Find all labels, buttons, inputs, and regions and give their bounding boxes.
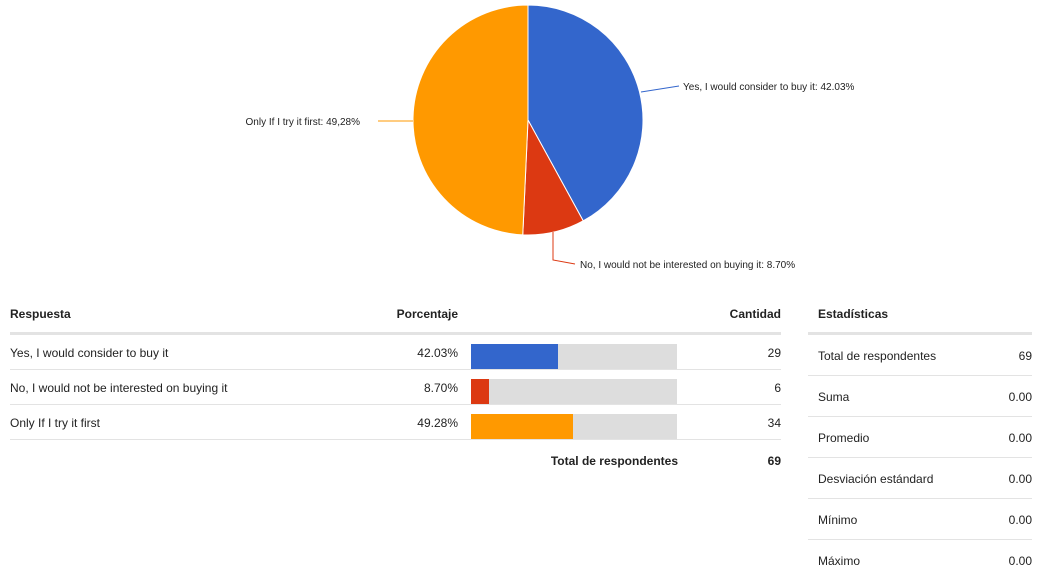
slice-label: Yes, I would consider to buy it: 42.03% xyxy=(683,82,855,93)
stat-row: Total de respondentes 69 xyxy=(808,335,1032,376)
total-label: Total de respondentes xyxy=(550,454,678,468)
stats-header: Estadísticas xyxy=(818,307,889,321)
pie-chart: Yes, I would consider to buy it: 42.03% N… xyxy=(246,4,855,271)
stat-row: Máximo 0.00 xyxy=(808,540,1032,580)
results-table: Respuesta Porcentaje Cantidad Yes, I wou… xyxy=(10,298,781,480)
row-count: 34 xyxy=(767,416,781,430)
stat-label: Total de respondentes xyxy=(818,349,937,363)
total-row: Total de respondentes 69 xyxy=(10,440,781,480)
row-response: No, I would not be interested on buying … xyxy=(10,381,228,395)
slice-label: Only If I try it first: 49,28% xyxy=(246,117,361,128)
stats-header-row: Estadísticas xyxy=(808,298,1032,335)
row-percent: 8.70% xyxy=(423,381,458,395)
header-percent: Porcentaje xyxy=(396,307,458,321)
percent-bar-fill xyxy=(471,379,489,404)
header-response: Respuesta xyxy=(10,307,71,321)
percent-bar-track xyxy=(471,414,677,439)
percent-bar-track xyxy=(471,344,677,369)
stat-row: Desviación estándard 0.00 xyxy=(808,458,1032,499)
row-count: 29 xyxy=(767,346,781,360)
table-row: No, I would not be interested on buying … xyxy=(10,370,781,405)
stat-row: Promedio 0.00 xyxy=(808,417,1032,458)
stat-value: 0.00 xyxy=(1008,431,1032,445)
header-count: Cantidad xyxy=(729,307,781,321)
stat-row: Suma 0.00 xyxy=(808,376,1032,417)
stat-label: Mínimo xyxy=(818,513,858,527)
percent-bar-track xyxy=(471,379,677,404)
stats-table: Estadísticas Total de respondentes 69 Su… xyxy=(808,298,1032,580)
row-response: Only If I try it first xyxy=(10,416,101,430)
stat-label: Desviación estándard xyxy=(818,472,934,486)
table-row: Only If I try it first 49.28% 34 xyxy=(10,405,781,440)
pie-slice xyxy=(527,4,644,222)
pie-slice xyxy=(412,4,529,236)
stat-row: Mínimo 0.00 xyxy=(808,499,1032,540)
row-percent: 49.28% xyxy=(417,416,458,430)
row-percent: 42.03% xyxy=(417,346,458,360)
results-header-row: Respuesta Porcentaje Cantidad xyxy=(10,298,781,335)
stat-value: 0.00 xyxy=(1008,513,1032,527)
stat-value: 0.00 xyxy=(1008,390,1032,404)
row-count: 6 xyxy=(774,381,781,395)
stat-label: Promedio xyxy=(818,431,870,445)
row-response: Yes, I would consider to buy it xyxy=(10,346,169,360)
stat-value: 69 xyxy=(1018,349,1032,363)
leader-line xyxy=(552,232,576,265)
table-row: Yes, I would consider to buy it 42.03% 2… xyxy=(10,335,781,370)
stat-label: Suma xyxy=(818,390,850,404)
slice-label: No, I would not be interested on buying … xyxy=(580,260,795,271)
percent-bar-fill xyxy=(471,414,573,439)
stat-value: 0.00 xyxy=(1008,472,1032,486)
stat-label: Máximo xyxy=(818,554,861,568)
stat-value: 0.00 xyxy=(1008,554,1032,568)
percent-bar-fill xyxy=(471,344,558,369)
total-value: 69 xyxy=(767,454,781,468)
leader-line xyxy=(640,85,680,93)
